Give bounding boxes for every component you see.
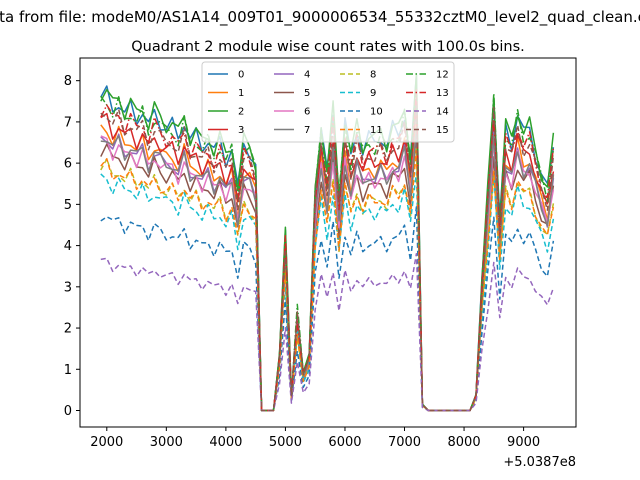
- legend-label-4: 4: [304, 70, 310, 81]
- y-tick-label: 1: [64, 363, 72, 378]
- legend-label-15: 15: [436, 125, 449, 136]
- legend-box: [201, 61, 455, 143]
- y-tick-label: 2: [64, 322, 72, 337]
- y-tick-label: 5: [64, 198, 72, 213]
- series-line-15: [100, 104, 555, 412]
- y-tick-label: 6: [64, 157, 72, 172]
- legend-label-5: 5: [304, 88, 310, 99]
- x-tick-label: 7000: [388, 435, 421, 450]
- x-tick-label: 6000: [328, 435, 361, 450]
- x-tick-label: 2000: [90, 435, 123, 450]
- x-tick-label: 3000: [150, 435, 183, 450]
- legend-label-2: 2: [238, 107, 244, 118]
- y-tick-label: 4: [64, 239, 72, 254]
- legend-label-14: 14: [436, 107, 449, 118]
- series-line-11: [100, 149, 555, 412]
- y-axis: 0 1 2 3 4 5 6 7 8: [64, 74, 80, 419]
- series-layer: [100, 72, 555, 412]
- legend-label-6: 6: [304, 107, 310, 118]
- legend-label-3: 3: [238, 125, 244, 136]
- legend-label-9: 9: [370, 88, 376, 99]
- x-tick-label: 5000: [269, 435, 302, 450]
- legend-label-7: 7: [304, 125, 310, 136]
- legend-label-13: 13: [436, 88, 449, 99]
- legend-label-11: 11: [370, 125, 383, 136]
- y-tick-label: 3: [64, 280, 72, 295]
- legend-label-12: 12: [436, 70, 449, 81]
- y-tick-label: 7: [64, 115, 72, 130]
- legend-label-0: 0: [238, 70, 244, 81]
- plot-frame: [79, 57, 577, 428]
- x-tick-label: 4000: [209, 435, 242, 450]
- x-axis: 2000 3000 4000 5000 6000 7000 8000 9000: [90, 427, 540, 450]
- legend-label-8: 8: [370, 70, 376, 81]
- x-offset-label: +5.0387e8: [503, 455, 576, 470]
- figure-suptitle: Data from file: modeM0/AS1A14_009T01_900…: [0, 8, 640, 27]
- x-tick-label: 8000: [448, 435, 481, 450]
- series-line-14: [100, 253, 555, 412]
- legend-label-10: 10: [370, 107, 383, 118]
- y-tick-label: 0: [64, 404, 72, 419]
- series-line-10: [100, 206, 555, 412]
- x-tick-label: 9000: [507, 435, 540, 450]
- chart-title: Quadrant 2 module wise count rates with …: [131, 39, 525, 55]
- legend-label-1: 1: [238, 88, 244, 99]
- y-tick-label: 8: [64, 74, 72, 89]
